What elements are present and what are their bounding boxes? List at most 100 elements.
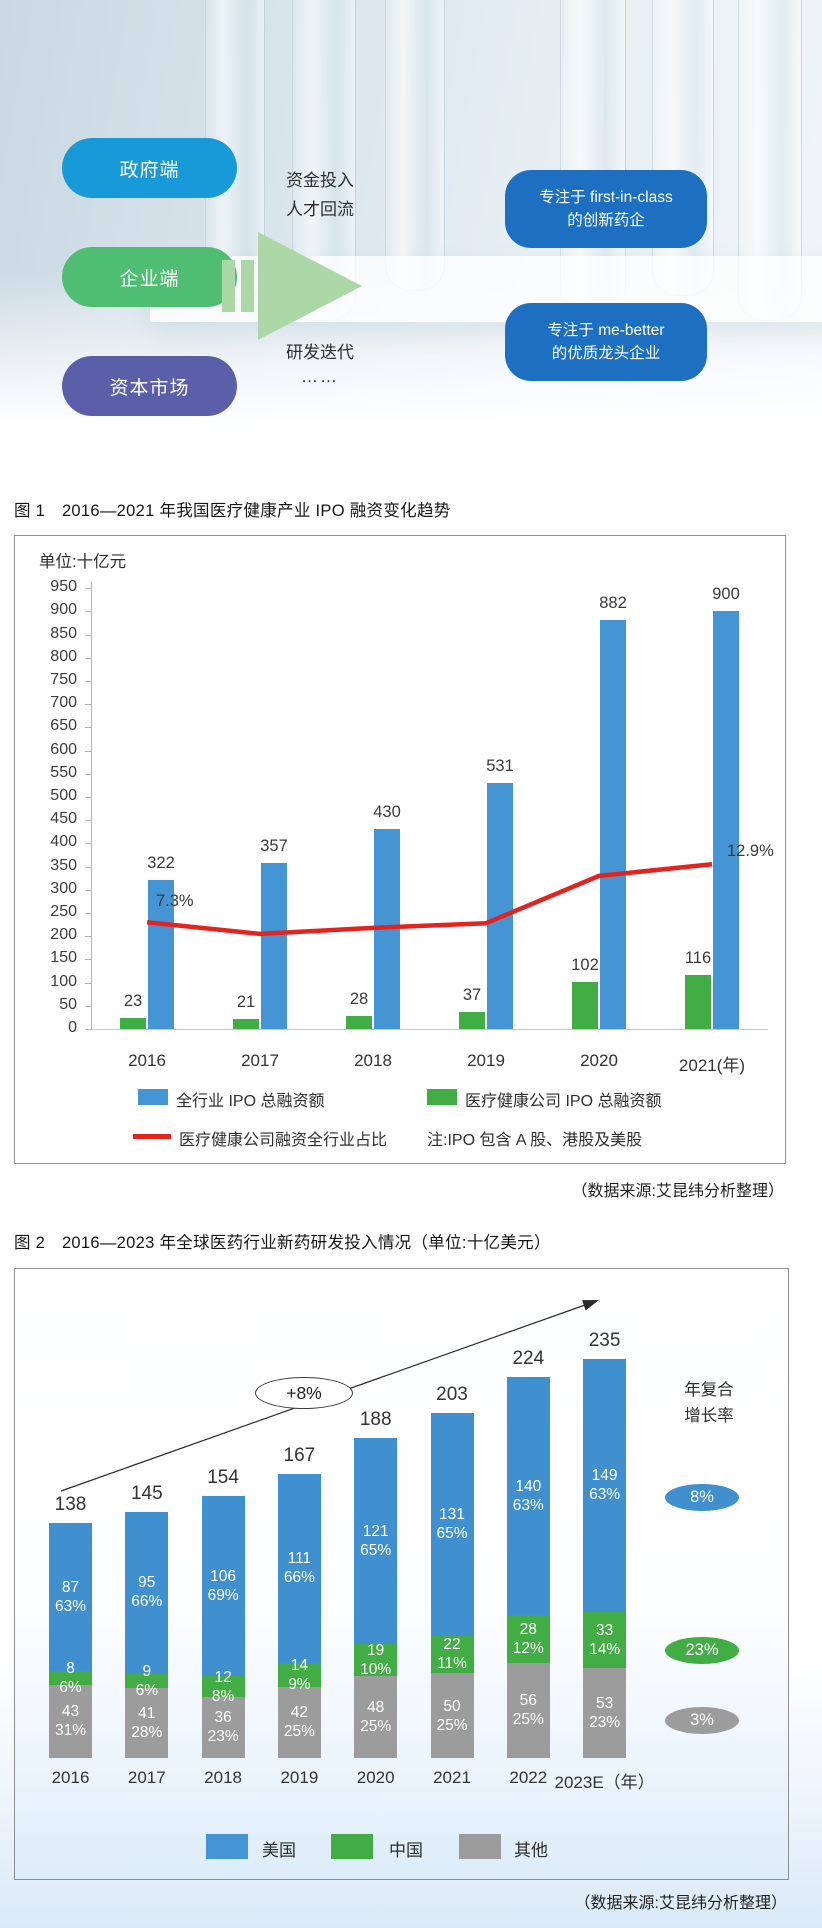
target1-line2: 的创新药企 bbox=[567, 212, 645, 229]
figure1-note: 注:IPO 包含 A 股、港股及美股 bbox=[427, 1132, 643, 1149]
x-tick-label: 2017 bbox=[241, 1051, 279, 1070]
y-tick-label: 250 bbox=[50, 903, 77, 920]
y-tick-mark bbox=[85, 681, 92, 682]
bar-value-all-industry: 531 bbox=[486, 756, 514, 775]
figure2-plot: 43 31% 8 6% 87 63% 138 2016 41 28% 9 6% 95 66% 1… bbox=[15, 1269, 788, 1879]
bar-healthcare-ipo bbox=[346, 1016, 372, 1029]
bar-value-healthcare: 28 bbox=[349, 990, 369, 1008]
segment-label-other: 53 23% bbox=[589, 1694, 621, 1731]
target2-line2: 的优质龙头企业 bbox=[551, 345, 661, 362]
bar-value-all-industry: 322 bbox=[147, 853, 175, 872]
y-tick-label: 500 bbox=[50, 787, 77, 804]
y-tick-label: 450 bbox=[50, 810, 77, 828]
stack-segment-other bbox=[49, 1684, 92, 1758]
y-tick-mark bbox=[85, 820, 92, 822]
flow-label-bottom: 研发迭代 bbox=[286, 343, 354, 362]
segment-label-cn: 22 11% bbox=[437, 1636, 467, 1673]
segment-label-us: 121 65% bbox=[360, 1523, 392, 1560]
target2-line1: 专注于 me-better bbox=[547, 322, 665, 339]
y-tick-label: 100 bbox=[50, 972, 77, 990]
y-tick-mark bbox=[85, 704, 92, 706]
segment-label-other: 50 25% bbox=[436, 1697, 468, 1734]
x-tick-label: 2023E（年） bbox=[554, 1773, 655, 1792]
target-box-me-better: 专注于 me-better 的优质龙头企业 bbox=[505, 303, 707, 381]
bar-value-all-industry: 882 bbox=[599, 593, 627, 612]
legend-label-healthcare: 医疗健康公司 IPO 总融资额 bbox=[465, 1093, 662, 1110]
cagr-badge-3%: 3% bbox=[665, 1707, 739, 1734]
trend-arrowhead-icon bbox=[582, 1300, 599, 1311]
figure1-title: 图 1 2016—2021 年我国医疗健康产业 IPO 融资变化趋势 bbox=[14, 502, 451, 520]
legend2-label-us: 美国 bbox=[262, 1841, 296, 1860]
y-tick-mark bbox=[85, 982, 92, 984]
y-tick-label: 750 bbox=[50, 671, 77, 688]
segment-label-us: 95 66% bbox=[131, 1574, 163, 1611]
growth-annotation: +8% bbox=[255, 1377, 353, 1409]
x-tick-label: 2021(年) bbox=[678, 1056, 746, 1075]
x-tick-label: 2016 bbox=[51, 1768, 90, 1787]
y-tick-mark bbox=[85, 843, 92, 845]
flow-label-top: 资金投入 人才回流 bbox=[235, 166, 405, 224]
x-axis-line bbox=[91, 1029, 768, 1030]
flow-arrow-bar bbox=[222, 260, 235, 312]
bar-value-healthcare: 102 bbox=[571, 955, 599, 974]
figure2-title: 图 2 2016—2023 年全球医药行业新药研发投入情况（单位:十亿美元） bbox=[14, 1234, 551, 1252]
bar-value-healthcare: 23 bbox=[123, 992, 143, 1011]
bar-all-industry-ipo bbox=[713, 611, 739, 1029]
stack-segment-us bbox=[277, 1474, 321, 1663]
segment-label-other: 56 25% bbox=[512, 1692, 544, 1729]
stack-segment-cn bbox=[125, 1673, 169, 1689]
stack-segment-us bbox=[354, 1438, 398, 1645]
legend2-label-china: 中国 bbox=[389, 1841, 423, 1860]
legend2-swatch-china bbox=[331, 1834, 373, 1859]
bar-total-label: 154 bbox=[207, 1467, 239, 1489]
y-tick-label: 600 bbox=[50, 740, 77, 758]
y-tick-mark bbox=[85, 750, 92, 752]
y-tick-mark bbox=[85, 588, 92, 590]
y-tick-mark bbox=[85, 634, 92, 636]
stack-segment-cn bbox=[49, 1671, 92, 1685]
flow-arrow-icon bbox=[258, 232, 362, 340]
stack-segment-other bbox=[125, 1688, 169, 1758]
segment-label-us: 87 63% bbox=[54, 1579, 87, 1616]
stack-segment-cn bbox=[354, 1644, 398, 1677]
y-tick-label: 50 bbox=[59, 995, 77, 1013]
pill-government: 政府端 bbox=[62, 138, 237, 198]
bar-value-all-industry: 900 bbox=[712, 585, 740, 604]
segment-label-cn: 9 6% bbox=[135, 1662, 158, 1699]
segment-label-cn: 14 9% bbox=[288, 1656, 311, 1693]
legend2-label-other: 其他 bbox=[514, 1841, 548, 1860]
bar-total-label: 224 bbox=[512, 1348, 545, 1370]
bar-value-healthcare: 21 bbox=[236, 993, 256, 1012]
x-tick-label: 2019 bbox=[280, 1768, 319, 1787]
flow-top-line2: 人才回流 bbox=[286, 200, 354, 219]
pill-enterprise: 企业端 bbox=[62, 247, 237, 307]
bar-total-label: 145 bbox=[130, 1482, 163, 1504]
y-tick-mark bbox=[85, 959, 92, 961]
y-tick-label: 400 bbox=[50, 833, 77, 851]
segment-label-cn: 19 10% bbox=[360, 1642, 392, 1679]
y-tick-mark bbox=[85, 797, 92, 798]
x-tick-label: 2019 bbox=[467, 1051, 505, 1070]
flow-arrow-bar bbox=[241, 260, 254, 312]
stack-segment-cn bbox=[506, 1615, 550, 1663]
hero-section: 政府端 企业端 资本市场 资金投入 人才回流 研发迭代 …… 专注于 first… bbox=[0, 0, 822, 438]
legend2-swatch-other bbox=[459, 1834, 501, 1859]
cagr-badge-8%: 8% bbox=[665, 1484, 739, 1511]
test-tube-graphic bbox=[652, 0, 714, 296]
segment-label-us: 131 65% bbox=[436, 1506, 468, 1543]
stack-segment-cn bbox=[583, 1611, 627, 1668]
figure2-chart: 43 31% 8 6% 87 63% 138 2016 41 28% 9 6% 95 66% 1… bbox=[14, 1268, 789, 1880]
test-tube-graphic bbox=[385, 0, 445, 291]
y-axis-line bbox=[91, 582, 92, 1029]
bar-value-all-industry: 357 bbox=[260, 837, 288, 856]
y-tick-label: 900 bbox=[50, 601, 77, 619]
stack-segment-other bbox=[583, 1667, 627, 1758]
segment-label-us: 149 63% bbox=[589, 1467, 621, 1504]
target-box-first-in-class: 专注于 first-in-class 的创新药企 bbox=[505, 170, 707, 248]
segment-label-cn: 33 14% bbox=[589, 1621, 621, 1658]
y-tick-label: 950 bbox=[50, 578, 77, 596]
target1-line1: 专注于 first-in-class bbox=[539, 189, 673, 206]
figure1-chart: 单位:十亿元 0 50 100 150 200 250 300 350 400 450 500 550… bbox=[14, 535, 786, 1164]
y-tick-mark bbox=[85, 889, 92, 891]
segment-label-other: 36 23% bbox=[207, 1709, 239, 1746]
